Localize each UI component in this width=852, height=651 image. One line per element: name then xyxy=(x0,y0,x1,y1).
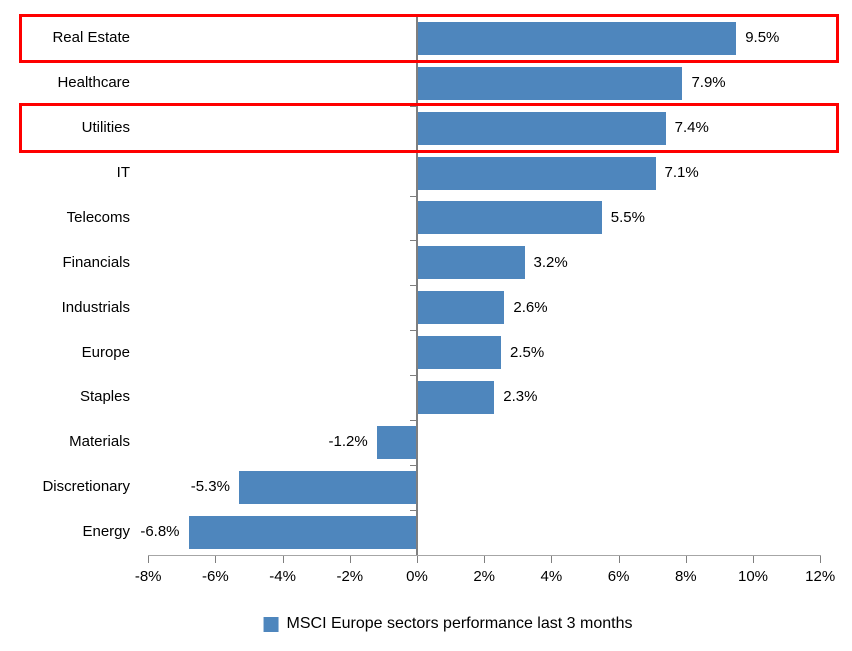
bar xyxy=(417,291,505,325)
category-axis-line xyxy=(416,16,418,555)
category-label: Healthcare xyxy=(57,74,130,92)
bar xyxy=(238,470,417,504)
value-axis-tick-label: 0% xyxy=(406,568,428,585)
highlight-box xyxy=(19,103,839,154)
category-label: IT xyxy=(116,164,130,182)
legend-label: MSCI Europe sectors performance last 3 m… xyxy=(286,615,633,632)
category-label: Telecoms xyxy=(66,208,130,226)
value-axis-tick xyxy=(820,554,822,563)
value-label: -5.3% xyxy=(190,478,230,496)
bar xyxy=(417,201,602,235)
value-label: -1.2% xyxy=(328,433,368,451)
value-axis-tick-label: 4% xyxy=(540,568,563,585)
value-axis-line xyxy=(148,554,822,556)
category-label: Real Estate xyxy=(52,29,130,47)
value-label: 7.1% xyxy=(664,164,699,182)
legend-swatch-icon xyxy=(263,616,279,632)
value-axis-tick xyxy=(282,554,284,563)
value-label: 2.6% xyxy=(513,298,548,316)
value-axis-tick xyxy=(417,554,418,563)
value-axis-tick-label: 10% xyxy=(737,568,769,585)
bar xyxy=(417,66,683,100)
category-label: Industrials xyxy=(61,298,130,316)
value-label: 9.5% xyxy=(745,29,780,47)
value-label: 7.9% xyxy=(691,74,726,92)
chart-legend: MSCI Europe sectors performance last 3 m… xyxy=(263,611,633,637)
category-tick xyxy=(410,240,417,242)
bar xyxy=(417,21,737,55)
value-label: 7.4% xyxy=(674,119,709,137)
value-axis-tick-label: -4% xyxy=(269,568,296,585)
value-axis-tick xyxy=(685,554,687,563)
category-tick xyxy=(410,330,417,332)
bar xyxy=(417,246,525,280)
category-tick xyxy=(410,375,417,376)
value-axis-tick xyxy=(484,554,486,563)
category-tick xyxy=(410,419,417,421)
category-tick xyxy=(410,105,417,107)
category-tick xyxy=(410,464,417,466)
value-axis-tick xyxy=(215,554,217,563)
category-label: Utilities xyxy=(81,119,130,137)
category-tick xyxy=(410,285,417,287)
bar xyxy=(417,111,666,145)
category-label: Staples xyxy=(79,388,130,406)
value-axis-tick xyxy=(753,554,754,563)
category-label: Financials xyxy=(62,253,130,271)
value-axis-tick xyxy=(148,554,150,563)
value-axis-tick-label: 12% xyxy=(805,568,836,585)
bar xyxy=(417,156,656,190)
value-axis-tick xyxy=(551,554,553,563)
bar xyxy=(417,380,495,414)
value-axis-tick-label: 8% xyxy=(674,568,697,585)
category-tick xyxy=(410,195,417,197)
category-label: Discretionary xyxy=(42,478,130,496)
highlight-box xyxy=(19,13,839,64)
value-axis-tick-label: 6% xyxy=(607,568,630,585)
value-label: 3.2% xyxy=(533,253,568,271)
category-label: Europe xyxy=(81,343,130,361)
value-axis-tick-label: 2% xyxy=(473,568,496,585)
value-label: 2.3% xyxy=(503,388,538,406)
bar xyxy=(376,425,417,459)
value-axis-tick-label: -8% xyxy=(134,568,162,585)
value-label: 5.5% xyxy=(610,208,645,226)
value-axis-tick xyxy=(618,554,620,563)
category-tick xyxy=(410,16,417,17)
value-label: -6.8% xyxy=(140,523,180,541)
category-label: Materials xyxy=(69,433,130,451)
category-tick xyxy=(410,509,417,511)
value-label: 2.5% xyxy=(510,343,545,361)
value-axis-tick-label: -6% xyxy=(202,568,229,585)
category-label: Energy xyxy=(82,523,130,541)
bar xyxy=(417,336,501,370)
value-axis-tick xyxy=(349,554,351,563)
value-axis-tick-label: -2% xyxy=(336,568,364,585)
bar xyxy=(188,515,417,549)
